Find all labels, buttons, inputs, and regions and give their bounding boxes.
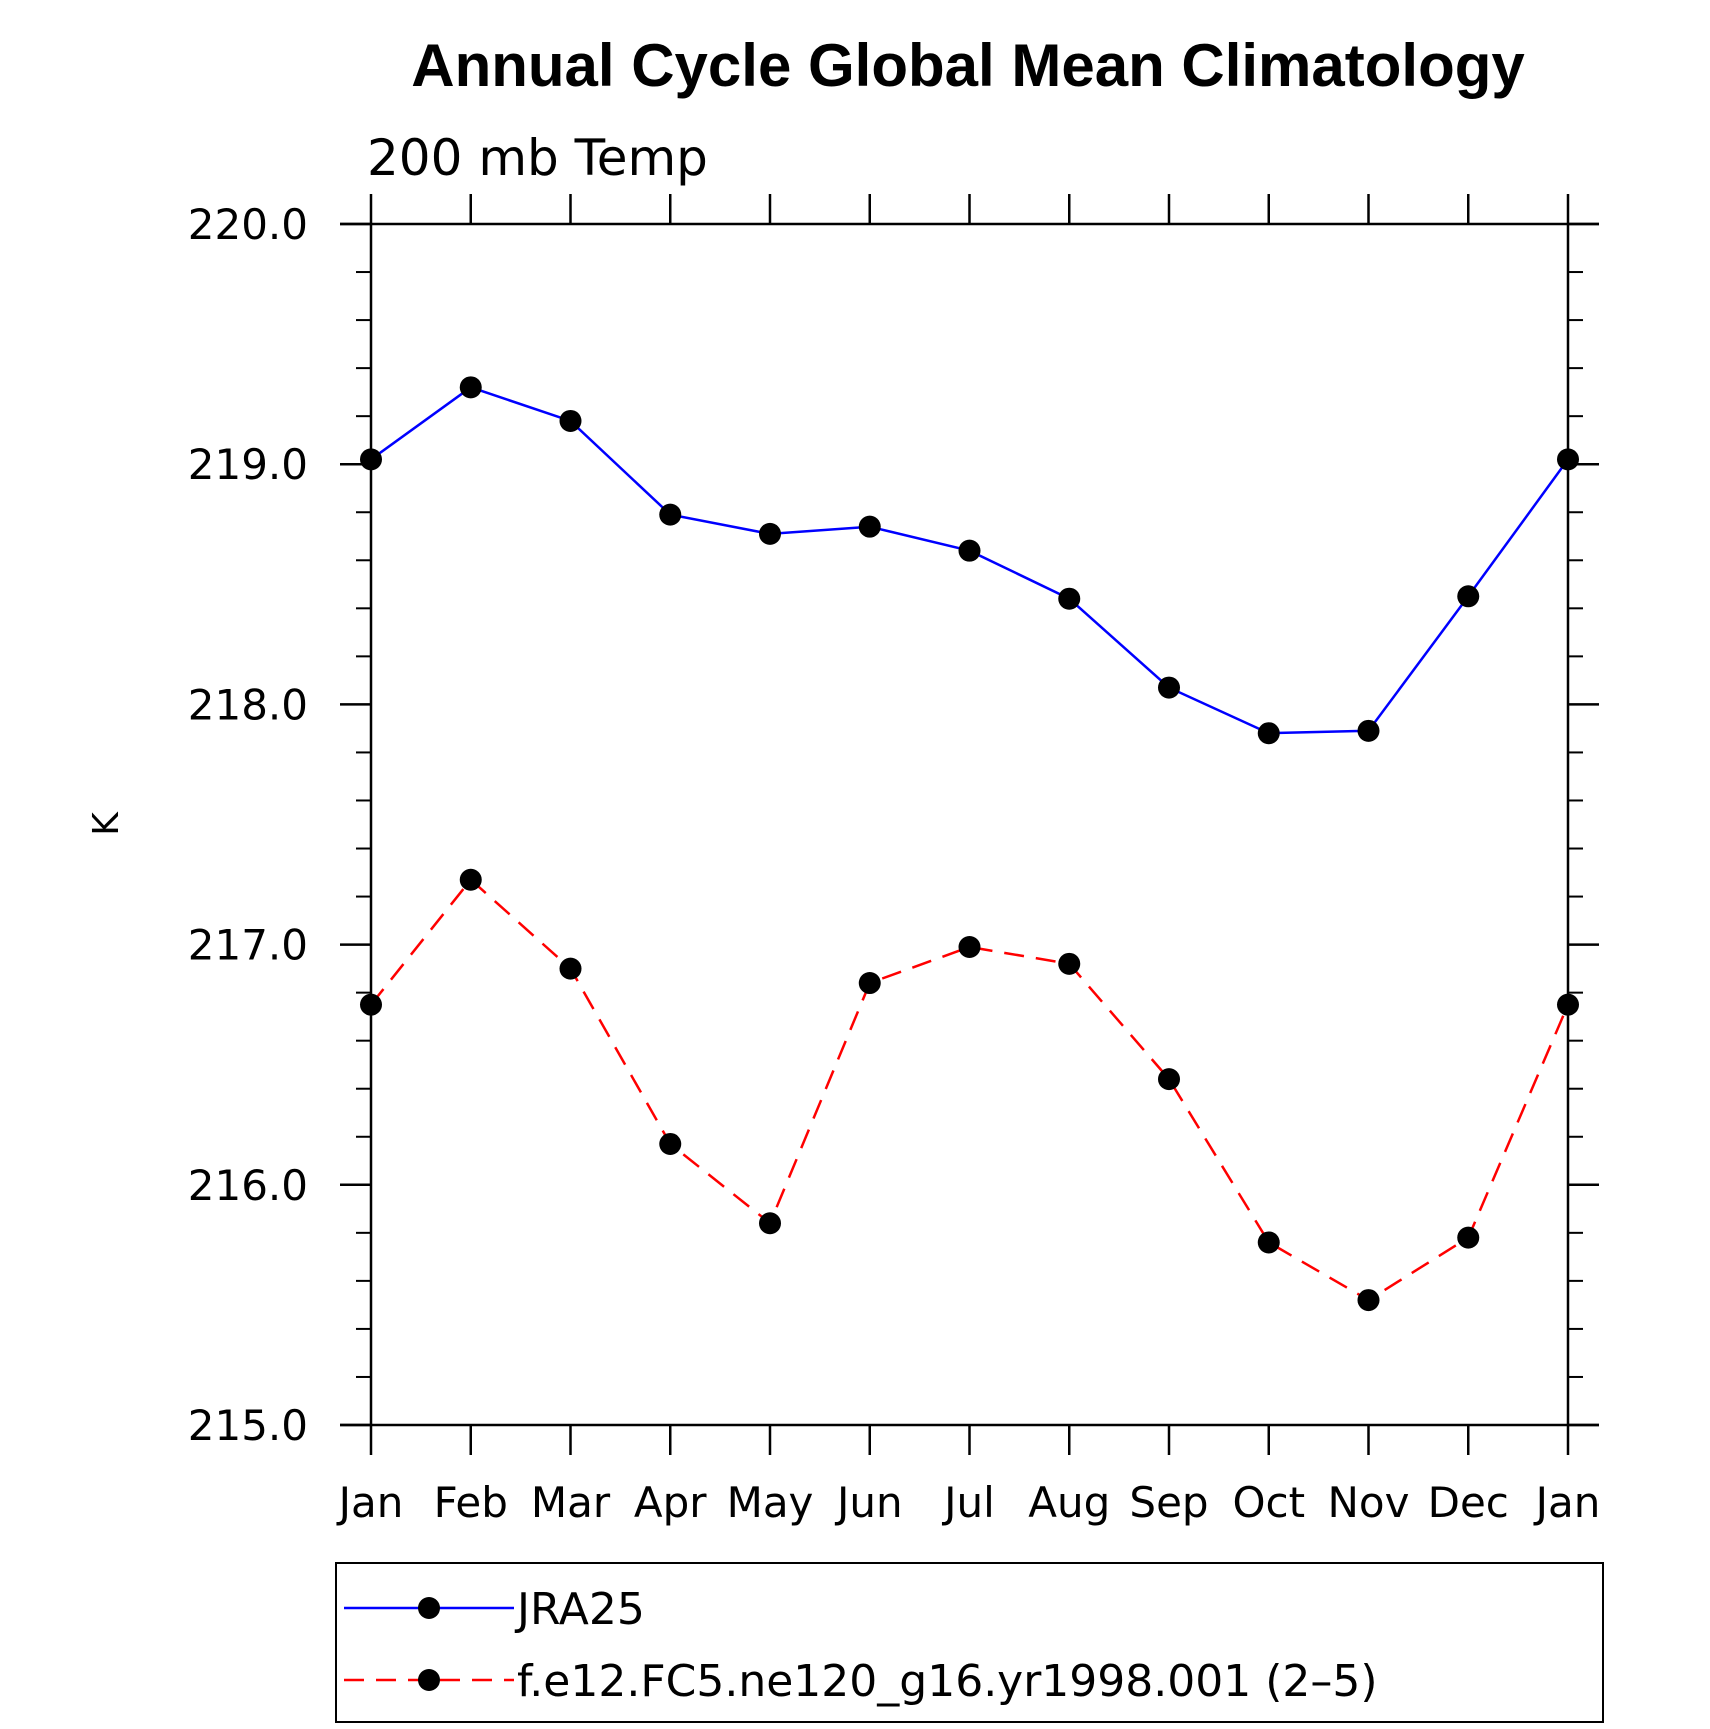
x-tick-label: Aug <box>1028 1478 1110 1527</box>
x-tick-label: Jan <box>336 1478 404 1527</box>
series-1-point <box>1457 1226 1480 1249</box>
series-1-point <box>1257 1231 1280 1254</box>
y-axis-label: K <box>86 811 127 836</box>
series-1-point <box>858 972 881 995</box>
y-tick-label: 217.0 <box>188 921 308 970</box>
series-0-point <box>1058 587 1081 610</box>
y-tick-label: 218.0 <box>188 680 308 729</box>
x-tick-label: Apr <box>634 1478 707 1527</box>
chart-subtitle: 200 mb Temp <box>367 129 708 187</box>
x-tick-label: Jan <box>1533 1478 1601 1527</box>
y-tick-label: 215.0 <box>188 1401 308 1450</box>
series-0-point <box>559 409 582 432</box>
legend-label-jra25: JRA25 <box>514 1584 645 1635</box>
x-tick-label: May <box>727 1478 814 1527</box>
series-0-point <box>759 522 781 545</box>
legend-marker-jra25 <box>418 1597 440 1619</box>
axes: Jan Feb Mar Apr May Jun Jul Aug Sep Oct Nov Dec Jan 2… <box>188 194 1601 1527</box>
x-tick-label: Oct <box>1232 1478 1305 1527</box>
series-layer <box>360 376 1579 1312</box>
y-tick-label: 216.0 <box>188 1161 308 1210</box>
x-tick-label: Nov <box>1328 1478 1410 1527</box>
x-tick-label: Feb <box>434 1478 508 1527</box>
series-0-point <box>360 448 382 471</box>
x-tick-label: Dec <box>1428 1478 1509 1527</box>
legend-label-model: f.e12.FC5.ne120_g16.yr1998.001 (2–5) <box>517 1656 1378 1707</box>
series-0-point <box>459 376 482 399</box>
series-0-point <box>1158 676 1180 699</box>
series-1-point <box>1557 993 1579 1016</box>
series-0-point <box>858 515 881 538</box>
chart-title: Annual Cycle Global Mean Climatology <box>411 32 1525 99</box>
y-tick-label: 219.0 <box>188 440 308 489</box>
series-0-point <box>1257 722 1280 745</box>
series-1-point <box>1158 1068 1180 1091</box>
legend: JRA25 f.e12.FC5.ne120_g16.yr1998.001 (2–… <box>335 1562 1604 1723</box>
x-tick-label: Jul <box>941 1478 995 1527</box>
x-tick-label: Mar <box>531 1478 611 1527</box>
x-tick-label: Jun <box>834 1478 903 1527</box>
series-0-point <box>1557 448 1579 471</box>
series-0-point <box>1457 585 1480 608</box>
series-1-point <box>559 957 582 980</box>
series-0-point <box>659 503 682 526</box>
series-1-point <box>459 868 482 891</box>
legend-box <box>335 1562 1604 1723</box>
legend-marker-model <box>418 1669 440 1691</box>
y-tick-label: 220.0 <box>188 200 308 249</box>
series-1-point <box>659 1132 682 1155</box>
series-0-point <box>958 539 981 562</box>
series-1-point <box>958 936 981 959</box>
series-1-point <box>1357 1289 1380 1312</box>
series-1-point <box>360 993 382 1016</box>
series-1-point <box>759 1212 781 1235</box>
series-0-point <box>1357 719 1380 742</box>
series-1-point <box>1058 952 1081 975</box>
x-tick-label: Sep <box>1129 1478 1208 1527</box>
